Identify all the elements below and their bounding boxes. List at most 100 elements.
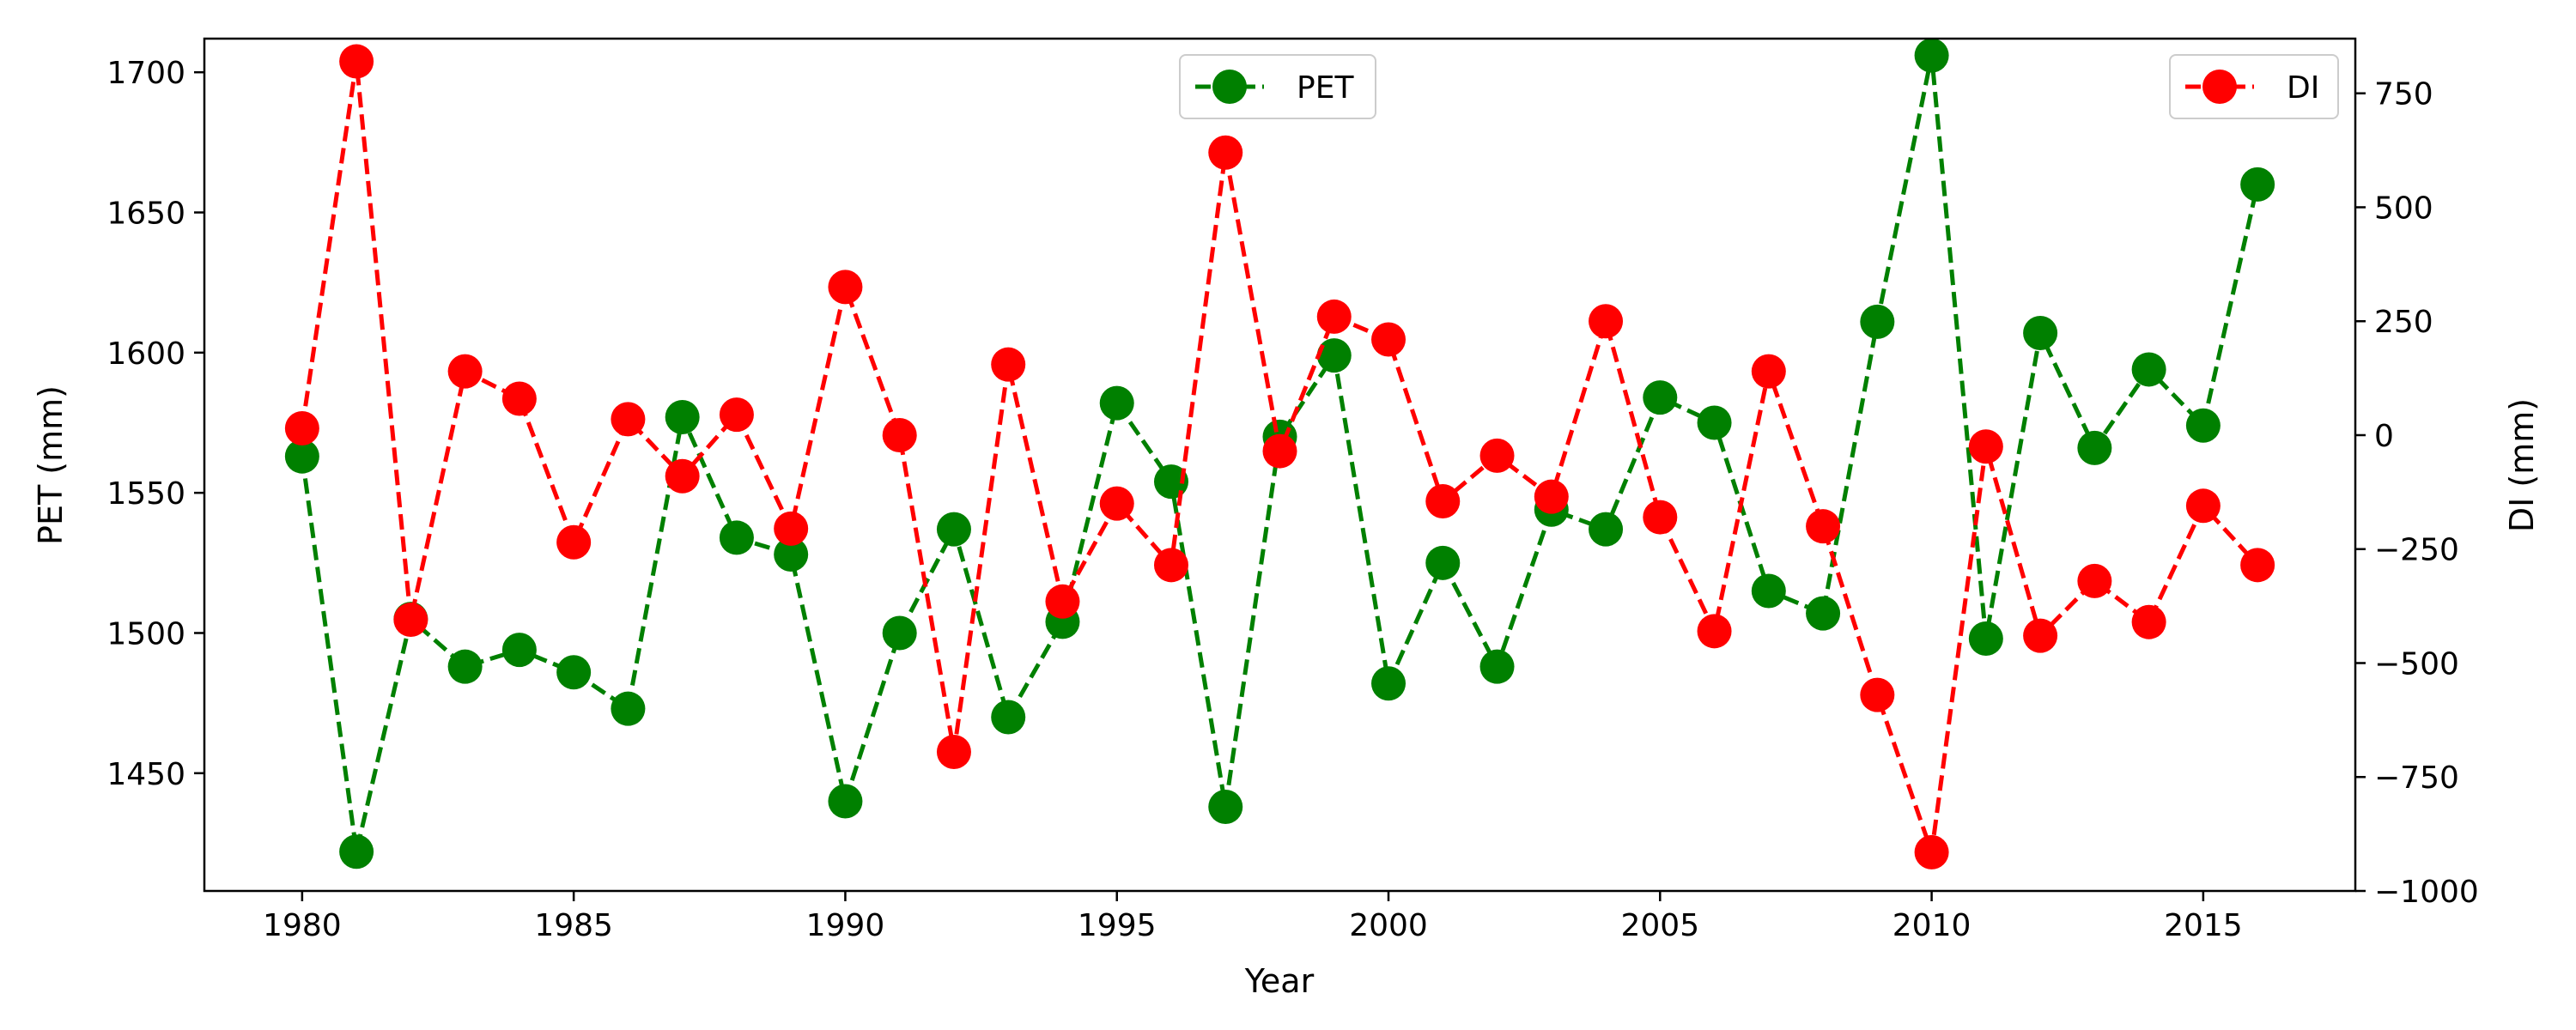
x-tick-label: 2010 [1893, 908, 1971, 943]
plot-series-group [284, 38, 2275, 869]
series-pet-point [719, 520, 754, 555]
right-y-tick-label: −250 [2374, 533, 2459, 568]
series-di-point [1099, 486, 1134, 521]
left-y-tick-label: 1700 [106, 56, 185, 91]
series-di-point [2131, 604, 2166, 639]
series-di-point [284, 411, 319, 446]
series-di-point [1208, 135, 1243, 170]
series-di-point [1045, 584, 1080, 619]
right-y-tick-label: −750 [2374, 760, 2459, 796]
series-pet-point [1425, 545, 1461, 580]
right-y-tick-label: 250 [2374, 305, 2433, 340]
legend-di: DI [2169, 54, 2339, 119]
series-pet-point [1479, 649, 1515, 684]
x-axis-label: Year [1244, 962, 1315, 1000]
series-pet-point [882, 615, 917, 651]
series-pet-point [665, 399, 700, 434]
series-pet-point [1153, 464, 1188, 500]
series-pet-point [339, 834, 374, 869]
series-pet-point [284, 439, 319, 474]
series-di-point [447, 354, 483, 389]
left-y-tick-label: 1600 [106, 336, 185, 372]
series-di-point [1751, 354, 1786, 389]
series-di-point [393, 603, 428, 638]
series-di-point [828, 270, 863, 305]
series-di-point [665, 458, 700, 494]
series-di-point [1643, 500, 1678, 535]
series-di-point [1371, 322, 1406, 357]
series-di-point [1479, 438, 1515, 473]
series-pet-point [501, 633, 537, 668]
left-y-tick-label: 1500 [106, 616, 185, 651]
series-di-point [2240, 548, 2275, 583]
series-di-point [1589, 304, 1624, 339]
right-y-tick-label: −1000 [2374, 875, 2479, 910]
x-tick-label: 1995 [1078, 908, 1157, 943]
legend-pet-label: PET [1297, 70, 1354, 106]
series-pet-point [1643, 380, 1678, 415]
series-pet-point [991, 700, 1026, 735]
series-pet-point [1371, 666, 1406, 701]
series-pet-point [774, 537, 809, 573]
right-y-axis-ticks: −1000 −750 −500 −250 0 250 500 750 [2355, 77, 2479, 910]
series-di-point [501, 381, 537, 416]
series-di-point [1860, 677, 1895, 712]
x-tick-label: 1990 [806, 908, 885, 943]
series-di-point [611, 402, 646, 437]
right-y-tick-label: 750 [2374, 77, 2433, 112]
series-di-point [1914, 834, 1949, 869]
series-di-point [991, 347, 1026, 382]
series-pet-point [1806, 596, 1841, 631]
series-di-point [556, 524, 592, 560]
series-pet-point [1860, 304, 1895, 339]
left-y-axis-ticks: 1450 1500 1550 1600 1650 1700 [106, 56, 204, 792]
series-di-point [1697, 614, 1732, 649]
x-tick-label: 2005 [1620, 908, 1699, 943]
series-pet-point [611, 691, 646, 726]
legend-di-marker [2202, 70, 2237, 104]
series-pet-point [1589, 512, 1624, 547]
left-y-axis-label: PET (mm) [32, 385, 70, 545]
right-y-tick-label: 500 [2374, 191, 2433, 226]
series-di-point [1534, 479, 1569, 514]
series-pet-point [2131, 352, 2166, 387]
series-di-point [1153, 548, 1188, 583]
legend-di-label: DI [2287, 70, 2319, 106]
series-pet-point [2185, 408, 2221, 443]
series-pet-point [1751, 573, 1786, 609]
series-pet-point [2077, 430, 2112, 465]
series-di-point [882, 417, 917, 452]
series-pet-point [936, 512, 971, 547]
x-tick-label: 1985 [534, 908, 613, 943]
series-pet-point [1914, 38, 1949, 73]
right-y-axis-label: DI (mm) [2503, 398, 2541, 532]
legend-pet: PET [1179, 54, 1376, 119]
series-di-point [2023, 618, 2058, 653]
series-pet-point [2240, 167, 2275, 202]
series-pet-point [447, 649, 483, 684]
series-di-point [2185, 488, 2221, 524]
series-pet-point [1316, 338, 1352, 373]
series-di-point [936, 735, 971, 770]
series-pet-point [1697, 405, 1732, 440]
series-di-point [719, 397, 754, 433]
series-di-point [339, 44, 374, 79]
series-di-point [1425, 483, 1461, 518]
series-pet-point [556, 655, 592, 690]
series-pet-point [1208, 790, 1243, 825]
series-pet-point [828, 784, 863, 819]
series-pet-point [2023, 315, 2058, 350]
legend-pet-marker [1212, 70, 1247, 104]
series-di-point [1968, 429, 2003, 464]
x-axis-ticks: 1980 1985 1990 1995 2000 2005 2010 2015 [263, 891, 2243, 943]
right-y-tick-label: 0 [2374, 419, 2394, 454]
left-y-tick-label: 1450 [106, 757, 185, 792]
x-tick-label: 2015 [2164, 908, 2243, 943]
plot-frame [203, 37, 2357, 893]
series-di-point [1262, 433, 1297, 469]
series-di-point [2077, 563, 2112, 598]
series-pet-point [1968, 621, 2003, 657]
x-tick-label: 2000 [1349, 908, 1428, 943]
